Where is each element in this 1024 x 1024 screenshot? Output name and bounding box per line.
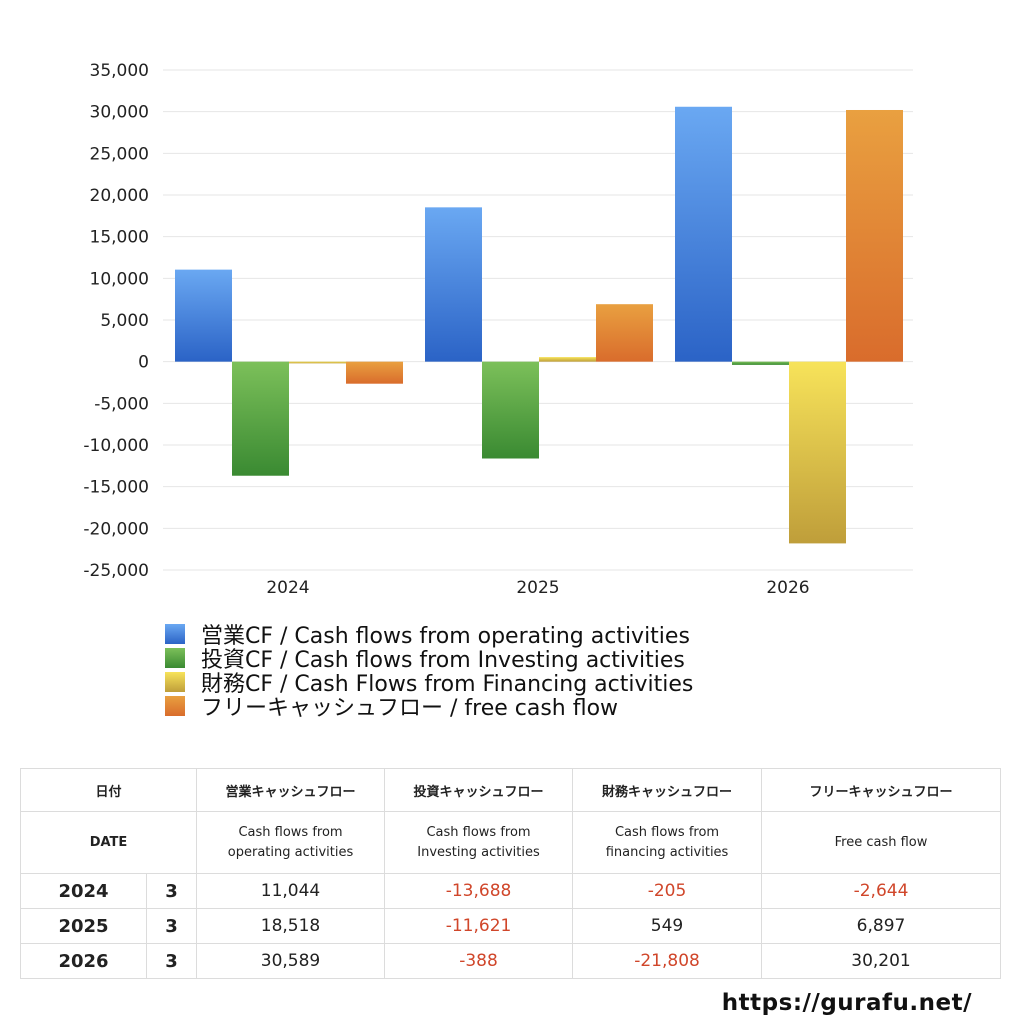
header-free-en-text: Free cash flow xyxy=(834,834,928,850)
bar-2024-series-0 xyxy=(175,269,232,362)
header-investing-en-line2: Investing activities xyxy=(417,844,540,860)
header-free-jp: フリーキャッシュフロー xyxy=(761,768,1002,812)
cell-year: 2024 xyxy=(20,873,147,909)
table-row: 2024 3 11,044 -13,688 -205 -2,644 xyxy=(20,873,1002,909)
header-date-jp: 日付 xyxy=(19,768,198,812)
y-tick-label: 0 xyxy=(138,353,149,373)
legend-label-operating: 営業CF / Cash flows from operating activit… xyxy=(201,624,690,649)
bar-2026-series-1 xyxy=(732,361,789,365)
legend-item-operating: 営業CF / Cash flows from operating activit… xyxy=(165,622,693,649)
legend-swatch-financing xyxy=(165,672,185,692)
header-financing-en-line1: Cash flows from xyxy=(614,824,720,840)
cell-financing: 549 xyxy=(572,908,763,944)
x-tick-label: 2026 xyxy=(766,578,809,598)
y-tick-label: 10,000 xyxy=(90,269,149,289)
header-operating-en-line2: operating activities xyxy=(227,844,354,860)
header-financing-jp: 財務キャッシュフロー xyxy=(572,768,763,812)
header-free-en: Free cash flow xyxy=(761,811,1002,874)
cash-flow-table: 日付 営業キャッシュフロー 投資キャッシュフロー 財務キャッシュフロー フリーキ… xyxy=(19,768,1002,979)
site-url[interactable]: https://gurafu.net/ xyxy=(721,990,972,1016)
x-tick-label: 2025 xyxy=(516,578,559,598)
cell-month: 3 xyxy=(145,873,198,909)
x-tick-label: 2024 xyxy=(266,578,309,598)
cell-financing: -21,808 xyxy=(572,943,763,979)
header-operating-jp: 営業キャッシュフロー xyxy=(196,768,386,812)
legend-item-free: フリーキャッシュフロー / free cash flow xyxy=(165,694,693,721)
bar-2025-series-0 xyxy=(425,207,482,362)
bar-2025-series-1 xyxy=(482,361,539,459)
cell-year: 2026 xyxy=(20,943,147,979)
legend-label-investing: 投資CF / Cash flows from Investing activit… xyxy=(201,648,685,673)
cash-flow-bar-chart: 35,000 30,000 25,000 20,000 15,000 10,000 5,00… xyxy=(83,61,913,598)
bar-2024-series-3 xyxy=(346,361,403,384)
bar-2024-series-2 xyxy=(289,361,346,364)
y-tick-label: 35,000 xyxy=(90,61,149,81)
cell-free: 6,897 xyxy=(761,908,1002,944)
legend-swatch-investing xyxy=(165,648,185,668)
header-operating-en-line1: Cash flows from xyxy=(238,824,343,840)
bar-2025-series-3 xyxy=(596,304,653,362)
legend-label-financing: 財務CF / Cash Flows from Financing activit… xyxy=(201,672,694,697)
y-tick-label: -5,000 xyxy=(94,394,149,414)
table-row: 2025 3 18,518 -11,621 549 6,897 xyxy=(20,908,1002,944)
y-tick-label: -10,000 xyxy=(83,436,149,456)
y-tick-label: -15,000 xyxy=(83,478,149,498)
header-date-en: DATE xyxy=(19,811,198,874)
cell-operating: 18,518 xyxy=(196,908,386,944)
table-row: 2026 3 30,589 -388 -21,808 30,201 xyxy=(20,943,1002,979)
y-tick-label: 5,000 xyxy=(100,311,149,331)
header-investing-en: Cash flows from Investing activities xyxy=(384,811,574,874)
table-header-jp: 日付 営業キャッシュフロー 投資キャッシュフロー 財務キャッシュフロー フリーキ… xyxy=(19,768,1002,812)
legend-item-financing: 財務CF / Cash Flows from Financing activit… xyxy=(165,670,693,697)
cell-investing: -11,621 xyxy=(384,908,574,944)
legend-swatch-operating xyxy=(165,624,185,644)
y-tick-label: 20,000 xyxy=(90,186,149,206)
cell-month: 3 xyxy=(145,943,198,979)
bar-2026-series-2 xyxy=(789,361,846,544)
y-tick-label: 25,000 xyxy=(90,144,149,164)
legend-item-investing: 投資CF / Cash flows from Investing activit… xyxy=(165,646,693,673)
table-header-en: DATE Cash flows from operating activities… xyxy=(19,811,1002,874)
cell-operating: 11,044 xyxy=(196,873,386,909)
bar-2025-series-2 xyxy=(539,357,596,362)
bar-2026-series-0 xyxy=(675,106,732,362)
header-investing-en-line1: Cash flows from xyxy=(426,824,531,840)
legend-label-free: フリーキャッシュフロー / free cash flow xyxy=(201,696,619,721)
cell-investing: -13,688 xyxy=(384,873,574,909)
header-financing-en-line2: financing activities xyxy=(605,844,729,860)
bar-2024-series-1 xyxy=(232,361,289,476)
cell-year: 2025 xyxy=(20,908,147,944)
y-tick-label: 30,000 xyxy=(90,103,149,123)
cell-free: 30,201 xyxy=(761,943,1002,979)
header-financing-en: Cash flows from financing activities xyxy=(572,811,763,874)
cell-operating: 30,589 xyxy=(196,943,386,979)
y-tick-label: -20,000 xyxy=(83,519,149,539)
cell-financing: -205 xyxy=(572,873,763,909)
cell-free: -2,644 xyxy=(761,873,1002,909)
legend-swatch-free xyxy=(165,696,185,716)
header-investing-jp: 投資キャッシュフロー xyxy=(384,768,574,812)
header-date-en-text: DATE xyxy=(89,834,128,850)
header-operating-en: Cash flows from operating activities xyxy=(196,811,386,874)
y-tick-label: 15,000 xyxy=(90,228,149,248)
chart-legend: 営業CF / Cash flows from operating activit… xyxy=(165,622,693,721)
y-tick-label: -25,000 xyxy=(83,561,149,581)
cell-investing: -388 xyxy=(384,943,574,979)
cell-month: 3 xyxy=(145,908,198,944)
bar-2026-series-3 xyxy=(846,109,903,362)
